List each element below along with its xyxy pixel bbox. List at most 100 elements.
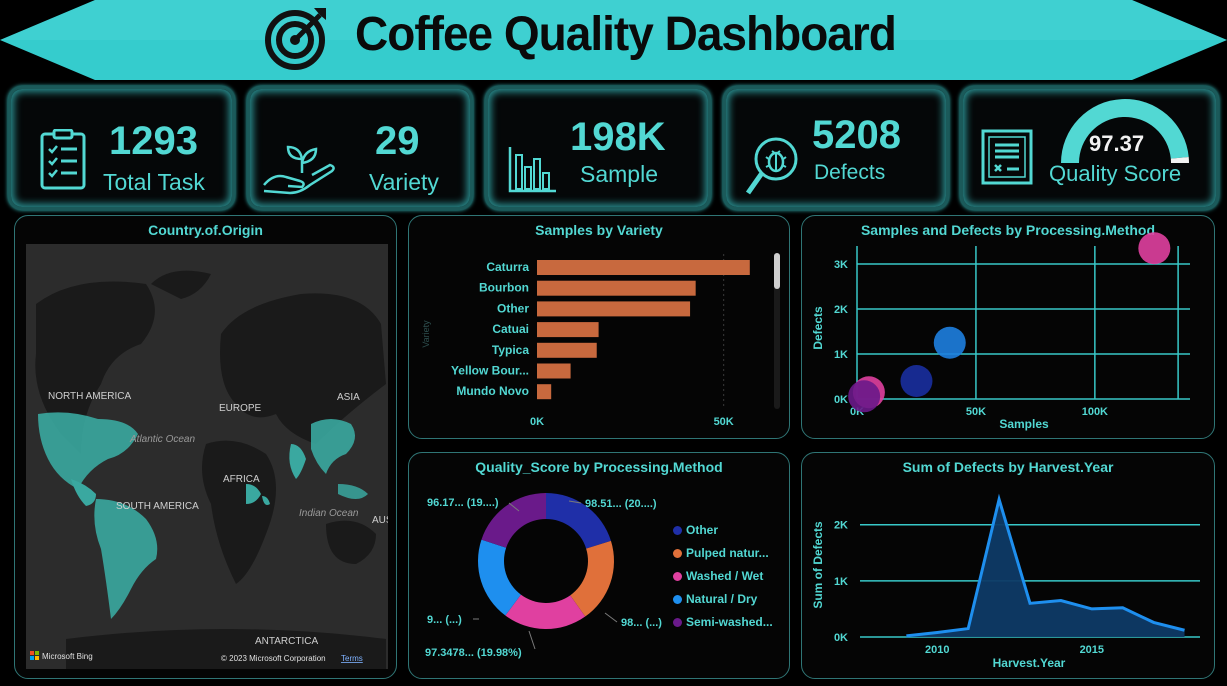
data-label-leader: [528, 630, 536, 650]
donut-panel: Quality_Score by Processing.Method 98.51…: [408, 452, 790, 679]
kpi-total-task: 1293 Total Task: [8, 86, 235, 210]
map-label-antarctica: ANTARCTICA: [255, 636, 318, 647]
map-panel: Country.of.Origin NORTH AMERICA EUROPE A…: [14, 215, 397, 679]
legend-swatch: [673, 571, 682, 581]
legend-item[interactable]: Pulped natur...: [673, 546, 769, 560]
x-tick-label: 50K: [966, 406, 986, 418]
scatter-point: [848, 380, 881, 413]
kpi-label: Variety: [369, 169, 439, 195]
bar-chart-scrollbar[interactable]: [774, 253, 780, 409]
bar: [537, 384, 552, 400]
map-label-africa: AFRICA: [223, 474, 260, 485]
map-terms-link[interactable]: Terms: [341, 654, 363, 663]
kpi-sample: 198K Sample: [485, 86, 711, 210]
kpi-label: Quality Score: [1049, 161, 1182, 186]
bar-chart-title: Samples by Variety: [535, 222, 663, 238]
legend-item[interactable]: Natural / Dry: [673, 592, 757, 606]
legend-swatch: [673, 617, 682, 627]
x-tick-label: 50K: [714, 416, 734, 428]
legend-label: Natural / Dry: [686, 592, 758, 606]
legend-item[interactable]: Washed / Wet: [673, 569, 763, 583]
y-axis-label: Sum of Defects: [811, 521, 825, 609]
donut-slice: [570, 540, 614, 617]
map-title: Country.of.Origin: [148, 222, 263, 238]
scatter-point: [900, 365, 933, 397]
quality-score-donut: 98.51... (20....) 98... (...) 97.3478... (…: [425, 493, 662, 659]
header-banner: [0, 0, 1227, 80]
map-label-asia: ASIA: [337, 392, 360, 403]
map-label-aus: AUS: [372, 515, 388, 526]
bar-category-label: Typica: [492, 343, 529, 357]
legend-item[interactable]: Other: [673, 523, 718, 537]
map-label-indian: Indian Ocean: [299, 508, 359, 519]
defects-by-year-chart: 0K 1K 2K 2010 2015 Harvest.Year Sum of Defects: [811, 493, 1200, 670]
legend-swatch: [673, 525, 682, 535]
page-title: Coffee Quality Dashboard: [355, 5, 897, 61]
area-title: Sum of Defects by Harvest.Year: [902, 459, 1114, 475]
bar-chart-panel: Samples by Variety Caturra Bourbon Other Ca…: [408, 215, 790, 439]
y-tick-label: 3K: [834, 259, 848, 271]
bar-category-label: Yellow Bour...: [451, 364, 529, 378]
donut-slice: [505, 594, 586, 629]
map-label-europe: EUROPE: [219, 403, 262, 414]
certificate-icon: [981, 129, 1033, 185]
area-line: [906, 493, 1185, 638]
bar: [537, 260, 750, 275]
y-tick-label: 2K: [834, 520, 848, 532]
x-tick-label: 2015: [1080, 644, 1104, 656]
kpi-label: Sample: [580, 161, 658, 187]
map-copyright: © 2023 Microsoft Corporation: [221, 654, 326, 663]
gauge-fill: [1061, 98, 1189, 163]
scatter-point: [1138, 232, 1171, 265]
donut-title: Quality_Score by Processing.Method: [475, 459, 723, 475]
scrollbar-thumb[interactable]: [774, 253, 780, 289]
bar: [537, 363, 571, 379]
x-tick-label: 2010: [925, 644, 949, 656]
y-tick-label: 0K: [834, 632, 848, 644]
donut-data-label: 97.3478... (19.98%): [425, 647, 522, 659]
kpi-value: 198K: [570, 115, 666, 159]
scatter-title: Samples and Defects by Processing.Method: [860, 222, 1156, 238]
kpi-quality-score: 97.37 Quality Score: [960, 86, 1219, 210]
bar-category-label: Catuai: [492, 322, 529, 336]
plant-hand-icon: [263, 145, 335, 195]
legend-label: Washed / Wet: [686, 569, 764, 583]
kpi-variety: 29 Variety: [247, 86, 473, 210]
scatter-panel: Samples and Defects by Processing.Method…: [801, 215, 1215, 439]
samples-by-variety-chart: Caturra Bourbon Other Catuai Typica Yellow Bo…: [421, 254, 750, 428]
bug-magnifier-icon: [745, 137, 798, 195]
donut-slice: [478, 539, 521, 616]
y-axis-label: Defects: [811, 306, 825, 350]
legend-item[interactable]: Semi-washed...: [673, 615, 773, 629]
x-axis-label: Harvest.Year: [993, 656, 1066, 670]
legend-swatch: [673, 594, 682, 604]
y-tick-label: 1K: [834, 349, 848, 361]
checklist-icon: [40, 129, 86, 190]
target-icon: [265, 8, 326, 70]
x-tick-label: 100K: [1082, 406, 1108, 418]
legend-swatch: [673, 548, 682, 558]
x-tick-label: 0K: [530, 416, 544, 428]
bar-category-label: Caturra: [486, 260, 529, 274]
bar: [537, 280, 696, 296]
world-map[interactable]: NORTH AMERICA EUROPE ASIA AFRICA SOUTH A…: [26, 244, 388, 669]
bar-chart-icon: [508, 147, 556, 193]
donut-slice: [481, 493, 546, 548]
data-label-leader: [568, 500, 582, 504]
bar-category-label: Mundo Novo: [456, 384, 529, 398]
quality-gauge: [1061, 98, 1189, 163]
kpi-value: 29: [375, 119, 420, 163]
data-label-leader: [508, 502, 520, 512]
scatter-point: [933, 326, 966, 359]
donut-data-label: 9... (...): [427, 614, 462, 626]
map-label-atlantic: Atlantic Ocean: [129, 434, 195, 445]
kpi-value: 5208: [812, 113, 901, 157]
donut-data-label: 98.51... (20....): [585, 498, 657, 510]
area-panel: Sum of Defects by Harvest.Year 0K 1K 2K 201…: [801, 452, 1215, 679]
bar: [537, 301, 691, 317]
y-tick-label: 1K: [834, 576, 848, 588]
gauge-remainder: [1170, 156, 1189, 163]
bar-category-label: Bourbon: [479, 281, 529, 295]
y-tick-label: 2K: [834, 304, 848, 316]
